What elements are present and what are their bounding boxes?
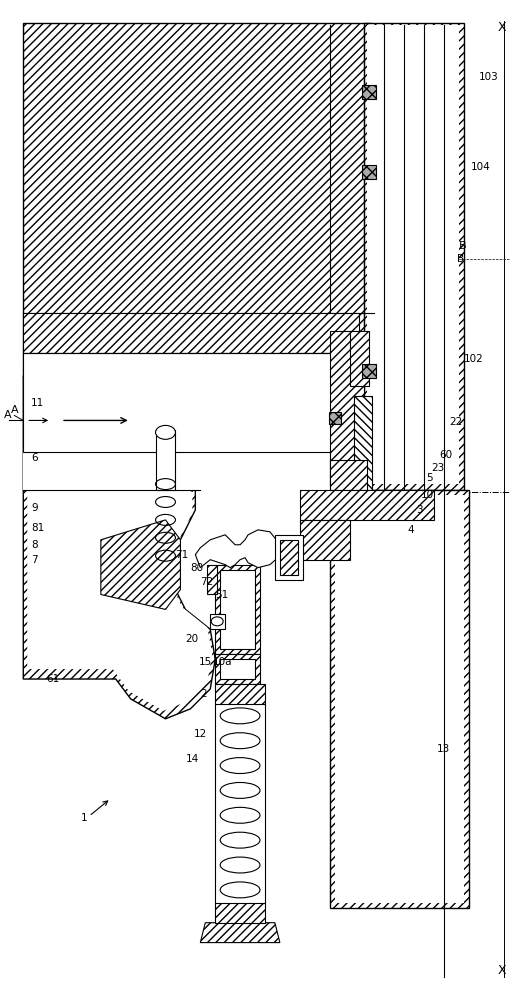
Text: 3: 3	[416, 505, 423, 515]
Bar	[330, 490, 469, 908]
Bar	[354, 396, 372, 490]
Text: 22: 22	[449, 417, 462, 427]
Ellipse shape	[156, 425, 176, 439]
Text: 8: 8	[31, 540, 38, 550]
Text: B: B	[459, 241, 467, 251]
Polygon shape	[200, 923, 280, 943]
Text: 60: 60	[439, 450, 452, 460]
Bar	[280, 540, 298, 575]
Polygon shape	[27, 381, 212, 711]
Text: 7: 7	[31, 555, 38, 565]
Text: 12: 12	[193, 729, 207, 739]
Text: 6: 6	[31, 453, 38, 463]
Bar	[156, 430, 176, 490]
Bar	[363, 364, 376, 378]
Text: 5: 5	[426, 473, 433, 483]
Polygon shape	[101, 520, 180, 609]
Text: 71: 71	[176, 550, 188, 560]
Text: 1: 1	[81, 813, 88, 823]
Text: B: B	[457, 254, 464, 264]
Bar	[329, 412, 340, 424]
Bar	[23, 353, 359, 452]
Text: 14: 14	[185, 754, 199, 764]
Bar	[23, 23, 371, 376]
Bar	[215, 654, 260, 684]
Bar	[330, 331, 365, 485]
Polygon shape	[195, 530, 278, 568]
Text: A: A	[11, 405, 19, 415]
Bar	[215, 684, 265, 704]
Bar	[335, 495, 464, 903]
Text: X: X	[497, 21, 506, 34]
Text: 4: 4	[407, 525, 414, 535]
Text: 2: 2	[200, 689, 207, 699]
Text: 20: 20	[185, 634, 198, 644]
Bar	[300, 490, 434, 520]
Bar	[300, 520, 350, 560]
Ellipse shape	[211, 617, 223, 626]
Text: 81: 81	[31, 523, 44, 533]
Bar	[23, 313, 359, 490]
Text: 10a: 10a	[213, 657, 233, 667]
Bar	[215, 565, 260, 654]
Text: X: X	[497, 964, 506, 977]
Text: 61: 61	[46, 674, 59, 684]
Bar	[367, 25, 459, 484]
Bar	[363, 85, 376, 99]
Bar	[363, 165, 376, 179]
Bar	[365, 23, 464, 490]
Bar	[207, 565, 217, 594]
Bar	[23, 313, 359, 353]
Bar	[350, 331, 369, 386]
Text: A: A	[4, 410, 11, 420]
Text: 13: 13	[437, 744, 450, 754]
Text: 72: 72	[200, 577, 214, 587]
Text: 104: 104	[471, 162, 491, 172]
Bar	[215, 903, 265, 923]
Text: 11: 11	[31, 398, 44, 408]
Text: 15: 15	[198, 657, 212, 667]
Text: 10: 10	[421, 490, 434, 500]
Text: 103: 103	[479, 72, 499, 82]
Text: 23: 23	[431, 463, 444, 473]
Bar	[330, 460, 367, 490]
Text: 80: 80	[191, 563, 203, 573]
Bar	[220, 570, 255, 649]
Polygon shape	[23, 376, 215, 719]
Text: 51: 51	[215, 590, 229, 600]
Bar	[220, 659, 255, 679]
Text: 102: 102	[464, 354, 484, 364]
Bar	[275, 535, 303, 580]
Bar	[210, 614, 225, 629]
Text: 9: 9	[31, 503, 38, 513]
